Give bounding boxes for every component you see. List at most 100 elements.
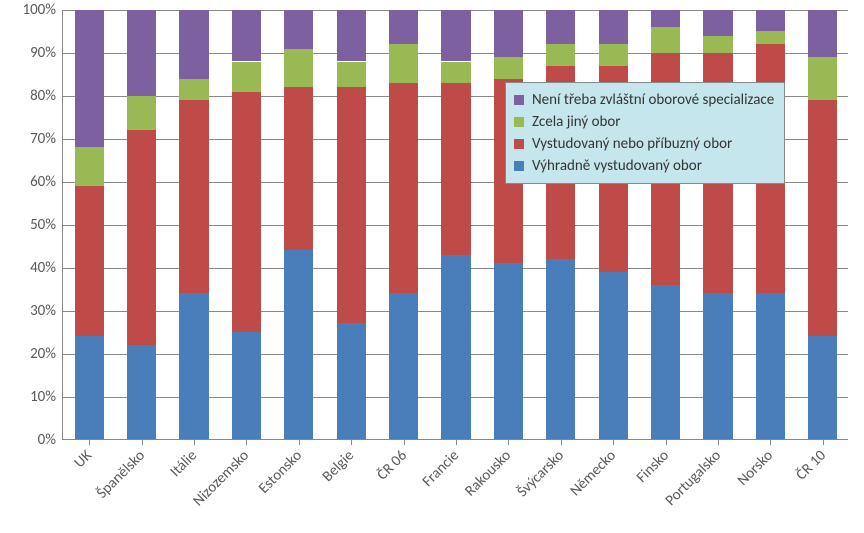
y-tick-label: 50% (8, 216, 56, 234)
legend-swatch (514, 139, 524, 149)
x-tick-label: Francie (419, 444, 466, 491)
x-tick-label: Belgie (319, 444, 361, 486)
x-tick-label: Finsko (633, 444, 676, 487)
bar-segment-vyhradne (651, 285, 680, 439)
bar (808, 10, 837, 439)
bar-segment-vyhradne (756, 293, 785, 439)
bar (441, 10, 470, 439)
bar-segment-jiny (75, 147, 104, 186)
bar-segment-vyhradne (284, 250, 313, 439)
bar (389, 10, 418, 439)
bar-segment-vyhradne (232, 332, 261, 439)
bar (599, 10, 628, 439)
bar-segment-zadna (441, 10, 470, 61)
bar-segment-zadna (808, 10, 837, 57)
bar-segment-pribuzny (232, 92, 261, 332)
bar-segment-zadna (337, 10, 366, 61)
x-tick-label: UK (71, 444, 99, 472)
y-tick-label: 40% (8, 259, 56, 277)
bar-segment-jiny (337, 62, 366, 88)
legend-swatch (514, 95, 524, 105)
bar-segment-jiny (808, 57, 837, 100)
bar (546, 10, 575, 439)
bar-segment-zadna (232, 10, 261, 61)
x-tick-label: Německo (567, 444, 623, 500)
y-tick-label: 20% (8, 345, 56, 363)
bars-group (63, 10, 848, 439)
bar-segment-zadna (494, 10, 523, 57)
bar-segment-zadna (75, 10, 104, 147)
legend-swatch (514, 117, 524, 127)
x-axis-labels: UKŠpanělskoItálieNizozemskoEstonskoBelgi… (62, 444, 848, 529)
bar-segment-pribuzny (808, 100, 837, 336)
legend-item: Není třeba zvláštní oborové specializace (514, 89, 774, 111)
bar (651, 10, 680, 439)
bar-segment-jiny (494, 57, 523, 78)
y-tick-label: 10% (8, 388, 56, 406)
x-tick-label: Estonsko (255, 444, 309, 498)
bar-segment-zadna (179, 10, 208, 79)
bar-segment-pribuzny (337, 87, 366, 323)
x-tick-label: Rakousko (462, 444, 518, 500)
legend-swatch (514, 161, 524, 171)
bar (703, 10, 732, 439)
bar-segment-jiny (389, 44, 418, 83)
bar-segment-vyhradne (127, 345, 156, 439)
bar-segment-pribuzny (441, 83, 470, 255)
bar-segment-pribuzny (389, 83, 418, 293)
bar-segment-zadna (389, 10, 418, 44)
legend-label: Není třeba zvláštní oborové specializace (532, 91, 774, 109)
bar-segment-zadna (703, 10, 732, 36)
bar-segment-jiny (441, 62, 470, 83)
x-tick-label: Španělsko (93, 444, 152, 503)
bar-segment-vyhradne (703, 293, 732, 439)
y-tick-label: 80% (8, 87, 56, 105)
bar-segment-vyhradne (389, 293, 418, 439)
y-tick-label: 100% (8, 1, 56, 19)
bar (232, 10, 261, 439)
y-tick-label: 90% (8, 44, 56, 62)
bar-segment-zadna (284, 10, 313, 49)
bar (337, 10, 366, 439)
bar (756, 10, 785, 439)
bar-segment-zadna (546, 10, 575, 44)
bar-segment-pribuzny (179, 100, 208, 293)
bar (179, 10, 208, 439)
y-tick-label: 60% (8, 173, 56, 191)
bar-segment-jiny (546, 44, 575, 65)
chart-container: 0% 10% 20% 30% 40% 50% 60% 70% 80% 90% 100% UKŠpan… (0, 0, 864, 533)
bar-segment-jiny (756, 31, 785, 44)
x-tick-label: ČR 10 (792, 444, 832, 484)
y-tick-label: 30% (8, 302, 56, 320)
bar-segment-vyhradne (179, 293, 208, 439)
bar-segment-jiny (232, 62, 261, 92)
legend-label: Výhradně vystudovaný obor (532, 157, 702, 175)
legend-label: Zcela jiný obor (532, 113, 621, 131)
bar-segment-vyhradne (441, 255, 470, 439)
legend-label: Vystudovaný nebo příbuzný obor (532, 135, 732, 153)
bar-segment-jiny (651, 27, 680, 53)
legend-item: Výhradně vystudovaný obor (514, 155, 774, 177)
bar-segment-jiny (599, 44, 628, 65)
bar (494, 10, 523, 439)
bar-segment-vyhradne (75, 336, 104, 439)
plot-area (62, 10, 848, 440)
legend: Není třeba zvláštní oborové specializace… (505, 82, 785, 184)
y-tick-label: 0% (8, 431, 56, 449)
bar (75, 10, 104, 439)
x-tick-label: Norsko (734, 444, 780, 490)
y-tick-label: 70% (8, 130, 56, 148)
x-tick-label: Itálie (167, 444, 204, 481)
bar-segment-vyhradne (546, 259, 575, 439)
bar (127, 10, 156, 439)
bar-segment-jiny (127, 96, 156, 130)
bar-segment-jiny (284, 49, 313, 88)
legend-item: Zcela jiný obor (514, 111, 774, 133)
bar (284, 10, 313, 439)
bar-segment-pribuzny (75, 186, 104, 336)
bar-segment-zadna (756, 10, 785, 31)
bar-segment-vyhradne (599, 272, 628, 439)
x-tick-label: ČR 06 (373, 444, 413, 484)
bar-segment-zadna (599, 10, 628, 44)
bar-segment-pribuzny (284, 87, 313, 250)
